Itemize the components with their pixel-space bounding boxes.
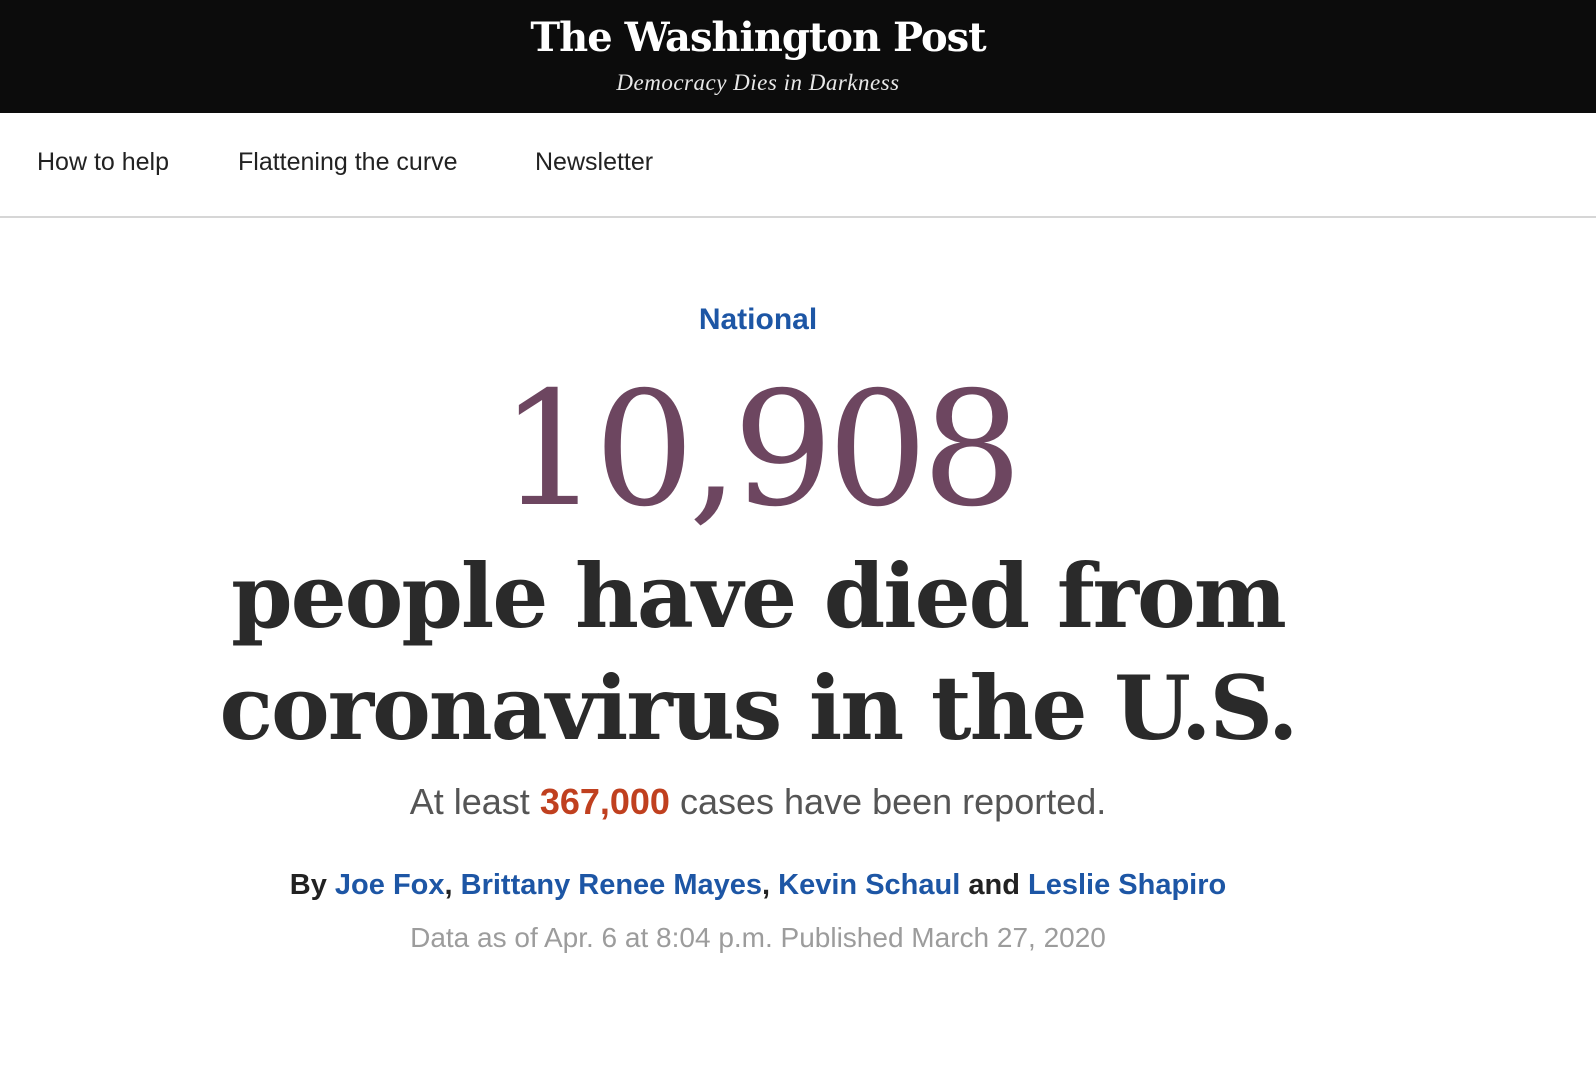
headline-line-2: coronavirus in the U.S. xyxy=(219,656,1298,760)
author-link-joe-fox[interactable]: Joe Fox xyxy=(334,869,445,901)
byline: By Joe Fox, Brittany Renee Mayes, Kevin … xyxy=(0,866,1516,904)
masthead-tagline: Democracy Dies in Darkness xyxy=(616,70,900,95)
subhead-suffix: cases have been reported. xyxy=(679,781,1107,822)
cases-subhead: At least 367,000 cases have been reporte… xyxy=(0,780,1516,824)
byline-conjunction: and xyxy=(968,869,1020,901)
nav-item-how-to-help[interactable]: How to help xyxy=(37,148,170,176)
byline-by-label: By xyxy=(289,869,327,901)
author-link-brittany-renee-mayes[interactable]: Brittany Renee Mayes xyxy=(460,869,763,901)
death-count: 10,908 xyxy=(499,358,1023,542)
section-kicker[interactable]: National xyxy=(698,303,818,336)
dateline: Data as of Apr. 6 at 8:04 p.m. Published… xyxy=(410,922,1106,953)
nav-item-newsletter[interactable]: Newsletter xyxy=(535,148,654,176)
washington-post-logo[interactable]: The Washington Post xyxy=(530,14,986,61)
author-link-leslie-shapiro[interactable]: Leslie Shapiro xyxy=(1027,869,1227,901)
nav-item-flattening-the-curve[interactable]: Flattening the curve xyxy=(238,148,458,176)
section-nav: How to help Flattening the curve Newslet… xyxy=(0,113,1596,218)
byline-separator: , xyxy=(762,869,771,901)
masthead: The Washington Post Democracy Dies in Da… xyxy=(0,0,1596,113)
headline-line-1: people have died from xyxy=(231,544,1287,648)
byline-separator: , xyxy=(444,869,453,901)
page-headline: people have died from coronavirus in the… xyxy=(0,540,1516,764)
subhead-prefix: At least xyxy=(409,781,530,822)
author-link-kevin-schaul[interactable]: Kevin Schaul xyxy=(778,869,961,901)
cases-count: 367,000 xyxy=(539,781,670,822)
